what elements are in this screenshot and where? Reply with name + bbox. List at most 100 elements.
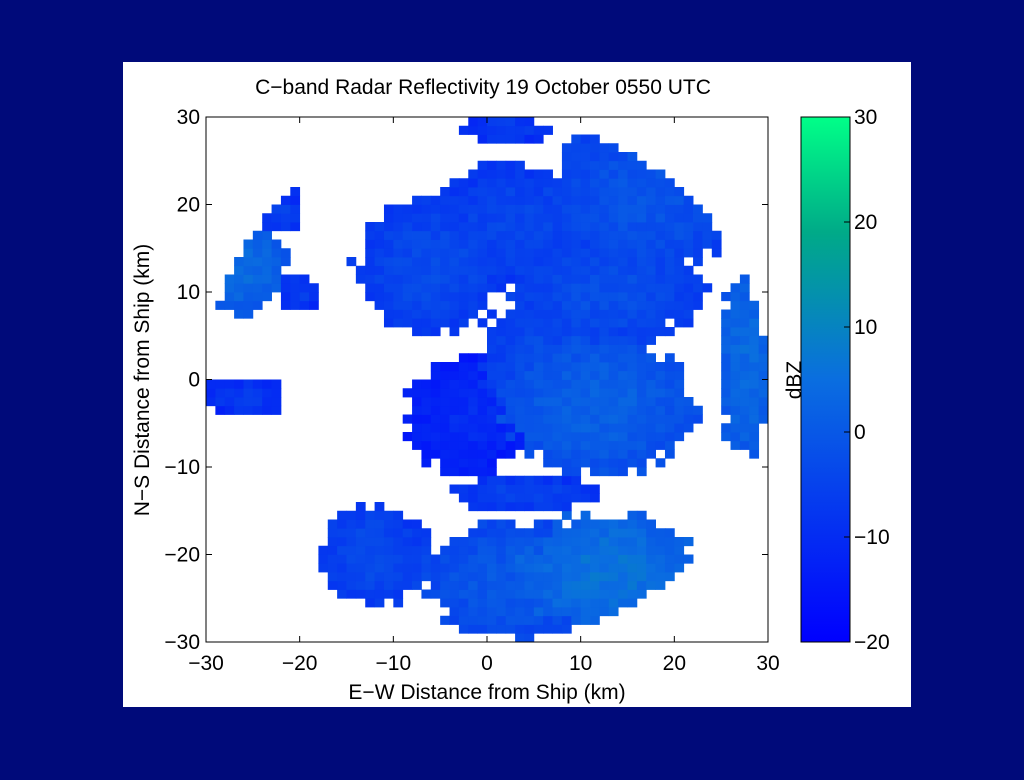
radar-pixel [730,318,741,328]
radar-pixel [599,292,610,302]
radar-pixel [571,344,582,354]
radar-pixel [346,580,357,590]
radar-pixel [758,335,769,345]
radar-pixel [627,362,638,372]
radar-pixel [608,423,619,433]
radar-pixel [383,274,394,284]
radar-pixel [487,379,497,389]
radar-pixel [580,563,591,573]
radar-pixel [449,318,460,328]
radar-pixel [664,327,675,337]
radar-pixel [458,125,469,135]
radar-pixel [580,265,591,275]
radar-pixel [543,248,553,258]
radar-pixel [739,274,750,284]
radar-pixel [458,537,469,547]
radar-pixel [561,572,572,582]
radar-pixel [440,388,450,398]
radar-pixel [571,388,582,398]
radar-pixel [262,274,272,284]
radar-pixel [618,257,628,267]
radar-pixel [440,440,450,450]
radar-pixel [477,274,488,284]
radar-pixel [430,379,441,389]
radar-pixel [449,388,460,398]
radar-pixel [571,362,582,372]
radar-pixel [543,213,553,223]
radar-pixel [655,309,666,319]
radar-pixel [234,379,244,389]
radar-pixel [561,265,572,275]
radar-pixel [655,195,666,205]
radar-pixel [430,589,441,599]
radar-pixel [252,283,263,293]
radar-pixel [468,204,479,214]
radar-pixel [543,405,553,415]
radar-pixel [515,362,525,372]
radar-pixel [749,318,760,328]
radar-pixel [599,388,610,398]
radar-pixel [458,598,469,608]
radar-pixel [571,257,582,267]
radar-pixel [477,370,488,380]
radar-pixel [533,283,544,293]
radar-pixel [571,519,582,529]
radar-pixel [487,353,497,363]
radar-pixel [374,283,385,293]
radar-pixel [599,598,610,608]
radar-pixel [496,248,507,258]
radar-pixel [618,265,628,275]
radar-pixel [561,353,572,363]
radar-pixel [599,423,610,433]
radar-pixel [533,484,544,494]
radar-pixel [458,239,469,249]
radar-pixel [674,274,685,284]
radar-pixel [571,440,582,450]
radar-pixel [627,458,638,468]
radar-pixel [571,318,582,328]
radar-pixel [758,370,769,380]
radar-pixel [374,502,385,512]
radar-pixel [749,440,760,450]
radar-pixel [337,580,347,590]
radar-pixel [636,222,647,232]
radar-pixel [683,537,694,547]
radar-pixel [487,432,497,442]
radar-pixel [412,318,422,328]
radar-pixel [618,239,628,249]
radar-pixel [383,519,394,529]
radar-pixel [730,362,741,372]
radar-pixel [421,222,432,232]
radar-pixel [664,379,675,389]
radar-pixel [505,405,516,415]
radar-pixel [627,152,638,162]
radar-pixel [496,598,507,608]
radar-pixel [702,230,713,240]
radar-pixel [430,388,441,398]
radar-pixel [674,213,685,223]
radar-pixel [421,449,432,459]
radar-pixel [655,537,666,547]
radar-pixel [487,397,497,407]
radar-pixel [393,213,404,223]
radar-pixel [468,300,479,310]
radar-pixel [721,432,731,442]
radar-pixel [580,283,591,293]
radar-pixel [496,449,507,459]
radar-pixel [599,327,610,337]
radar-pixel [402,519,413,529]
radar-pixel [664,353,675,363]
radar-pixel [430,300,441,310]
radar-pixel [627,589,638,599]
radar-pixel [458,572,469,582]
radar-pixel [571,143,582,153]
radar-pixel [543,423,553,433]
radar-pixel [655,292,666,302]
radar-pixel [496,440,507,450]
radar-pixel [608,545,619,555]
radar-pixel [533,362,544,372]
radar-pixel [487,370,497,380]
radar-pixel [515,134,525,144]
radar-pixel [655,379,666,389]
radar-pixel [515,432,525,442]
